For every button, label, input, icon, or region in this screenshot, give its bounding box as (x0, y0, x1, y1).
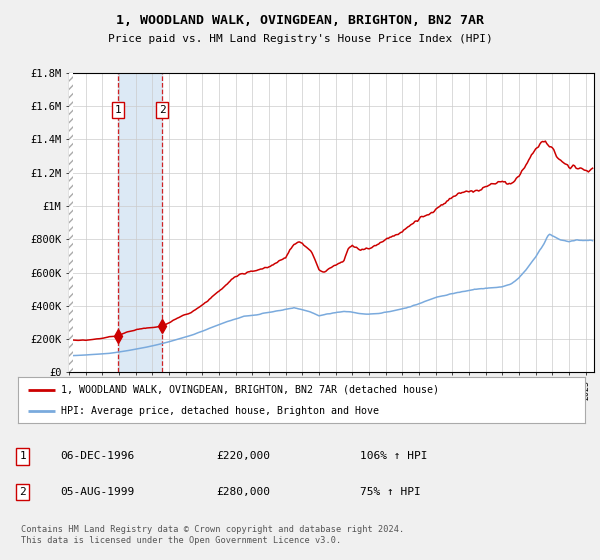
Bar (118, 73, 162, 372)
Text: 2: 2 (158, 105, 166, 115)
Text: £220,000: £220,000 (216, 451, 270, 461)
Text: £280,000: £280,000 (216, 487, 270, 497)
Text: 1: 1 (19, 451, 26, 461)
Text: 1, WOODLAND WALK, OVINGDEAN, BRIGHTON, BN2 7AR: 1, WOODLAND WALK, OVINGDEAN, BRIGHTON, B… (116, 14, 484, 27)
Text: Contains HM Land Registry data © Crown copyright and database right 2024.
This d: Contains HM Land Registry data © Crown c… (21, 525, 404, 545)
Text: 2: 2 (19, 487, 26, 497)
Text: 1, WOODLAND WALK, OVINGDEAN, BRIGHTON, BN2 7AR (detached house): 1, WOODLAND WALK, OVINGDEAN, BRIGHTON, B… (61, 385, 439, 395)
Text: 05-AUG-1999: 05-AUG-1999 (60, 487, 134, 497)
Bar (69, 73, 73, 372)
Text: 1: 1 (114, 105, 121, 115)
Text: 75% ↑ HPI: 75% ↑ HPI (360, 487, 421, 497)
Text: 06-DEC-1996: 06-DEC-1996 (60, 451, 134, 461)
Text: HPI: Average price, detached house, Brighton and Hove: HPI: Average price, detached house, Brig… (61, 407, 379, 416)
Text: Price paid vs. HM Land Registry's House Price Index (HPI): Price paid vs. HM Land Registry's House … (107, 34, 493, 44)
Text: 106% ↑ HPI: 106% ↑ HPI (360, 451, 427, 461)
